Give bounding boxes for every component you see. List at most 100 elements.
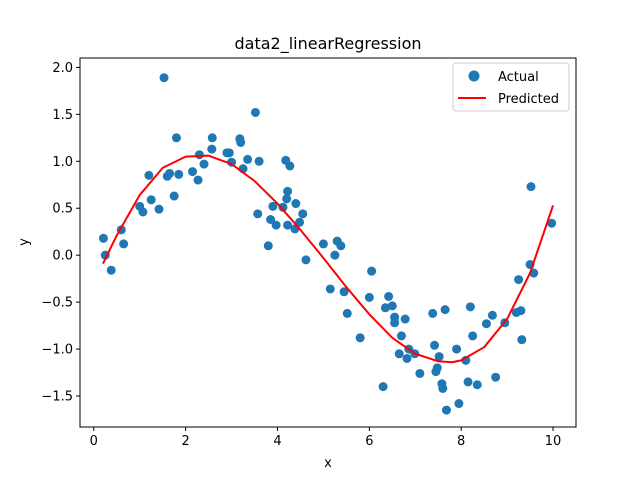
y-tick-label: 1.5 xyxy=(52,108,73,123)
scatter-point xyxy=(367,266,377,276)
scatter-point xyxy=(390,318,400,328)
x-tick-label: 10 xyxy=(545,434,562,449)
scatter-point xyxy=(394,349,404,359)
x-tick-label: 4 xyxy=(273,434,281,449)
scatter-point xyxy=(169,191,179,201)
scatter-point xyxy=(481,319,491,329)
scatter-point xyxy=(301,255,311,265)
scatter-point xyxy=(144,170,154,180)
scatter-point xyxy=(378,382,388,392)
scatter-point xyxy=(355,333,365,343)
scatter-point xyxy=(430,340,440,350)
scatter-point xyxy=(207,144,217,154)
scatter-point xyxy=(325,284,335,294)
x-tick-label: 0 xyxy=(90,434,98,449)
scatter-point xyxy=(298,209,308,219)
scatter-point xyxy=(285,161,295,171)
scatter-point xyxy=(434,352,444,362)
scatter-point xyxy=(254,156,264,166)
scatter-point xyxy=(250,107,260,117)
chart-title: data2_linearRegression xyxy=(235,34,422,54)
scatter-point xyxy=(517,335,527,345)
scatter-point xyxy=(171,133,181,143)
scatter-point xyxy=(526,182,536,192)
scatter-point xyxy=(402,353,412,363)
scatter-point xyxy=(364,292,374,302)
scatter-point xyxy=(271,220,281,230)
scatter-point xyxy=(207,133,217,143)
scatter-point xyxy=(336,241,346,251)
scatter-point xyxy=(263,241,273,251)
scatter-point xyxy=(174,169,184,179)
scatter-point xyxy=(199,159,209,169)
scatter-point xyxy=(119,239,129,249)
x-tick-label: 6 xyxy=(365,434,373,449)
scatter-point xyxy=(227,157,237,167)
scatter-point xyxy=(339,287,349,297)
scatter-point xyxy=(154,204,164,214)
scatter-point xyxy=(487,310,497,320)
scatter-point xyxy=(193,175,203,185)
scatter-point xyxy=(438,384,448,393)
x-axis-label: x xyxy=(324,456,332,471)
x-tick-label: 8 xyxy=(457,434,465,449)
scatter-point xyxy=(463,377,473,387)
plot-area xyxy=(98,73,557,415)
scatter-point xyxy=(342,308,352,318)
scatter-point xyxy=(165,168,175,178)
scatter-point xyxy=(283,220,293,230)
scatter-point xyxy=(380,303,390,313)
scatter-point xyxy=(387,301,397,311)
scatter-point xyxy=(452,344,462,354)
scatter-point xyxy=(106,265,116,275)
y-tick-label: 1.0 xyxy=(52,155,73,170)
scatter-point xyxy=(194,150,204,160)
scatter-point xyxy=(159,73,169,83)
scatter-point xyxy=(278,202,288,212)
scatter-point xyxy=(318,239,328,249)
scatter-point xyxy=(282,194,292,204)
y-tick-label: −0.5 xyxy=(41,296,73,311)
scatter-point xyxy=(400,314,410,324)
legend-label-actual: Actual xyxy=(498,70,539,85)
scatter-point xyxy=(268,201,278,211)
scatter-point xyxy=(243,154,253,164)
scatter-point xyxy=(253,209,263,219)
y-tick-label: −1.5 xyxy=(41,390,73,405)
x-tick-label: 2 xyxy=(181,434,189,449)
scatter-point xyxy=(432,363,442,373)
scatter-point xyxy=(266,215,276,224)
axes-frame xyxy=(79,57,577,428)
scatter-point xyxy=(236,138,246,147)
scatter-point xyxy=(224,148,234,158)
y-tick-label: 0.5 xyxy=(52,202,73,217)
y-tick-label: 2.0 xyxy=(52,61,73,76)
y-tick-label: −1.0 xyxy=(41,343,73,358)
scatter-point xyxy=(138,207,148,217)
scatter-point xyxy=(146,195,156,205)
scatter-point xyxy=(468,331,478,341)
scatter-point xyxy=(188,167,198,177)
legend-label-predicted: Predicted xyxy=(498,92,559,107)
scatter-point xyxy=(441,405,451,415)
scatter-point xyxy=(440,305,450,315)
y-tick-label: 0.0 xyxy=(52,249,73,264)
scatter-point xyxy=(428,308,438,318)
scatter-point xyxy=(547,218,557,228)
scatter-point xyxy=(291,199,301,209)
scatter-point xyxy=(283,186,293,196)
legend: Actual Predicted xyxy=(452,62,570,112)
scatter-point xyxy=(384,291,394,301)
scatter-point xyxy=(330,250,340,260)
scatter-point xyxy=(396,331,406,341)
scatter-point xyxy=(295,217,305,227)
scatter-point xyxy=(472,380,482,390)
scatter-point xyxy=(98,233,108,243)
scatter-point xyxy=(465,302,475,312)
scatter-point xyxy=(415,368,425,378)
scatter-point xyxy=(516,306,526,316)
scatter-point xyxy=(514,275,524,285)
scatter-point xyxy=(491,372,501,382)
axes: 0 2 4 6 8 10 −1.5 −1.0 −0.5 0.0 0.5 1.0 1.5 2.0 xyxy=(41,57,577,449)
